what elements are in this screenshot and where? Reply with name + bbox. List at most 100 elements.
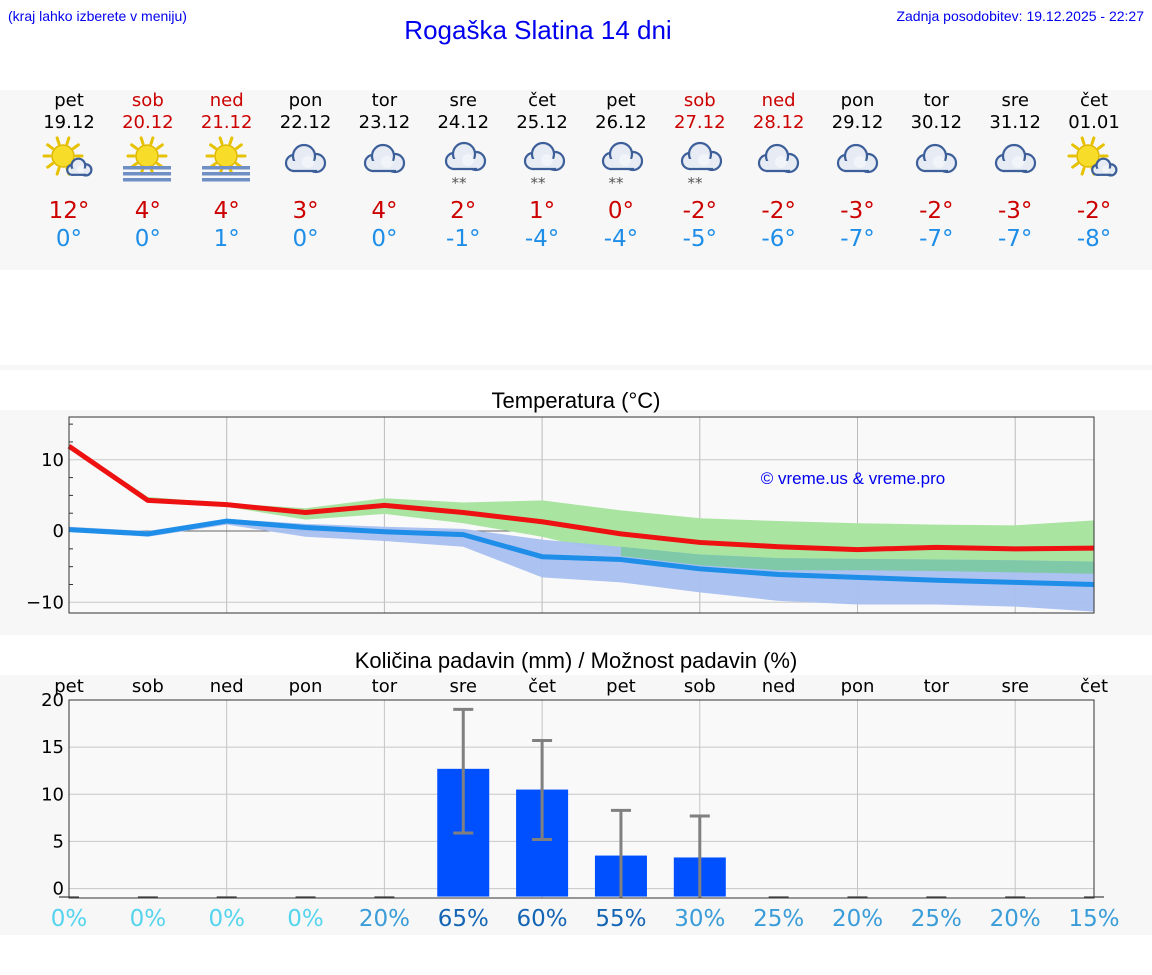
cloudy-icon [915, 143, 957, 174]
day-name: pon [840, 90, 875, 111]
x-tick-label: pet [54, 676, 84, 697]
day-name: tor [371, 90, 398, 111]
day-date: 29.12 [831, 112, 884, 133]
svg-text:**: ** [688, 174, 704, 188]
temp-min: -7° [997, 226, 1033, 252]
temp-max: -2° [919, 198, 954, 224]
temp-min: -1° [446, 226, 481, 252]
y-tick-label: 10 [41, 784, 64, 805]
plot-frame [68, 699, 1095, 899]
svg-text:**: ** [609, 174, 625, 188]
temp-max: 12° [48, 198, 90, 224]
chart-credit: © vreme.us & vreme.pro [761, 469, 945, 488]
x-tick-label: pet [606, 676, 636, 697]
precip-probability-label: 0% [51, 906, 88, 932]
temp-min: 0° [292, 226, 319, 252]
forecast-day: pon 29.12 -3° -7° [818, 0, 897, 270]
temp-min: -4° [603, 226, 639, 252]
day-name: tor [923, 90, 950, 111]
x-tick-label: sob [132, 676, 164, 697]
temp-max: -3° [997, 198, 1033, 224]
y-tick-label: 10 [41, 450, 64, 471]
snow-cloud-icon: ** [602, 141, 644, 188]
temp-max: 1° [529, 198, 556, 224]
overlap-band [620, 546, 1095, 574]
temp-max: -2° [1076, 198, 1112, 224]
snow-cloud-icon: ** [681, 141, 723, 188]
temp-min: 1° [213, 226, 240, 252]
precip-probability-label: 25% [753, 906, 804, 932]
x-tick-label: sob [684, 676, 716, 697]
day-name: čet [1080, 90, 1109, 111]
precip-probability-label: 30% [674, 906, 725, 932]
temp-max: 4° [371, 198, 398, 224]
max-temperature-line [67, 444, 1095, 553]
forecast-day: čet 25.12 ** 1° -4° [503, 0, 582, 270]
precip-probability-label: 20% [990, 906, 1041, 932]
precip-probability-label: 55% [595, 906, 646, 932]
temp-min: 0° [371, 226, 398, 252]
day-date: 25.12 [516, 112, 568, 133]
day-name: čet [528, 90, 557, 111]
x-tick-label: ned [762, 676, 796, 697]
temp-min: -8° [1076, 226, 1112, 252]
temp-min: -4° [524, 226, 560, 252]
x-tick-label: sre [1001, 676, 1028, 697]
temp-max: 4° [213, 198, 240, 224]
temp-max: -2° [682, 198, 718, 224]
last-updated: Zadnja posodobitev: 19.12.2025 - 22:27 [896, 8, 1144, 24]
x-tick-label: čet [528, 676, 556, 697]
precip-probability-label: 20% [832, 906, 883, 932]
forecast-day: ned 28.12 -2° -6° [739, 0, 818, 270]
temp-max: 2° [450, 198, 477, 224]
day-name: pon [288, 90, 323, 111]
day-name: pet [54, 90, 84, 111]
forecast-day: tor 23.12 4° 0° [345, 0, 424, 270]
precip-probability-label: 65% [438, 906, 489, 932]
day-name: sre [1001, 90, 1029, 111]
temp-min: -5° [682, 226, 718, 252]
temp-max: -2° [761, 198, 796, 224]
y-tick-label: 20 [41, 690, 64, 711]
x-tick-label: tor [372, 676, 398, 697]
cloudy-icon [758, 143, 800, 174]
sun-cloud-icon [1067, 136, 1118, 177]
max-range-band [69, 444, 1095, 574]
day-date: 31.12 [989, 112, 1041, 133]
forecast-day: čet 01.01 -2° -8° [1055, 0, 1134, 270]
y-tick-label: 0 [53, 521, 64, 542]
forecast-day: ned 21.12 4° 1° [187, 0, 266, 270]
precipitation-chart-title: Količina padavin (mm) / Možnost padavin … [354, 648, 798, 673]
temperature-chart: −10 0 10 © vreme.us & vreme.pro [26, 416, 1095, 614]
day-date: 26.12 [595, 112, 647, 133]
precip-probability-label: 0% [287, 906, 324, 932]
precip-probability-label: 20% [359, 906, 410, 932]
forecast-day: pon 22.12 3° 0° [266, 0, 345, 270]
precip-probability-label: 60% [517, 906, 568, 932]
x-tick-label: tor [924, 676, 950, 697]
cloudy-icon [284, 143, 327, 174]
temp-min: -7° [919, 226, 954, 252]
cloudy-icon [836, 143, 879, 174]
spacer-band [0, 365, 1152, 370]
x-tick-label: pon [841, 676, 875, 697]
day-date: 20.12 [122, 112, 174, 133]
sun-fog-icon [123, 136, 172, 182]
day-date: 27.12 [674, 112, 726, 133]
day-date: 22.12 [279, 112, 332, 133]
sun-cloud-icon [42, 136, 92, 177]
svg-text:**: ** [530, 174, 546, 188]
plot-area [69, 700, 1094, 898]
page-hint: (kraj lahko izberete v meniju) [8, 8, 187, 24]
forecast-day: tor 30.12 -2° -7° [897, 0, 976, 270]
plot-frame [68, 416, 1095, 614]
sun-fog-icon [202, 136, 251, 182]
y-tick-label: 0 [53, 879, 64, 900]
forecast-day: pet 19.12 12° 0° [30, 0, 109, 270]
day-date: 21.12 [200, 112, 253, 133]
day-name: pet [606, 90, 636, 111]
precip-probability-label: 0% [208, 906, 245, 932]
forecast-day: sob 27.12 ** -2° -5° [660, 0, 739, 270]
temperature-chart-title: Temperatura (°C) [491, 388, 661, 413]
day-date: 30.12 [910, 112, 963, 133]
